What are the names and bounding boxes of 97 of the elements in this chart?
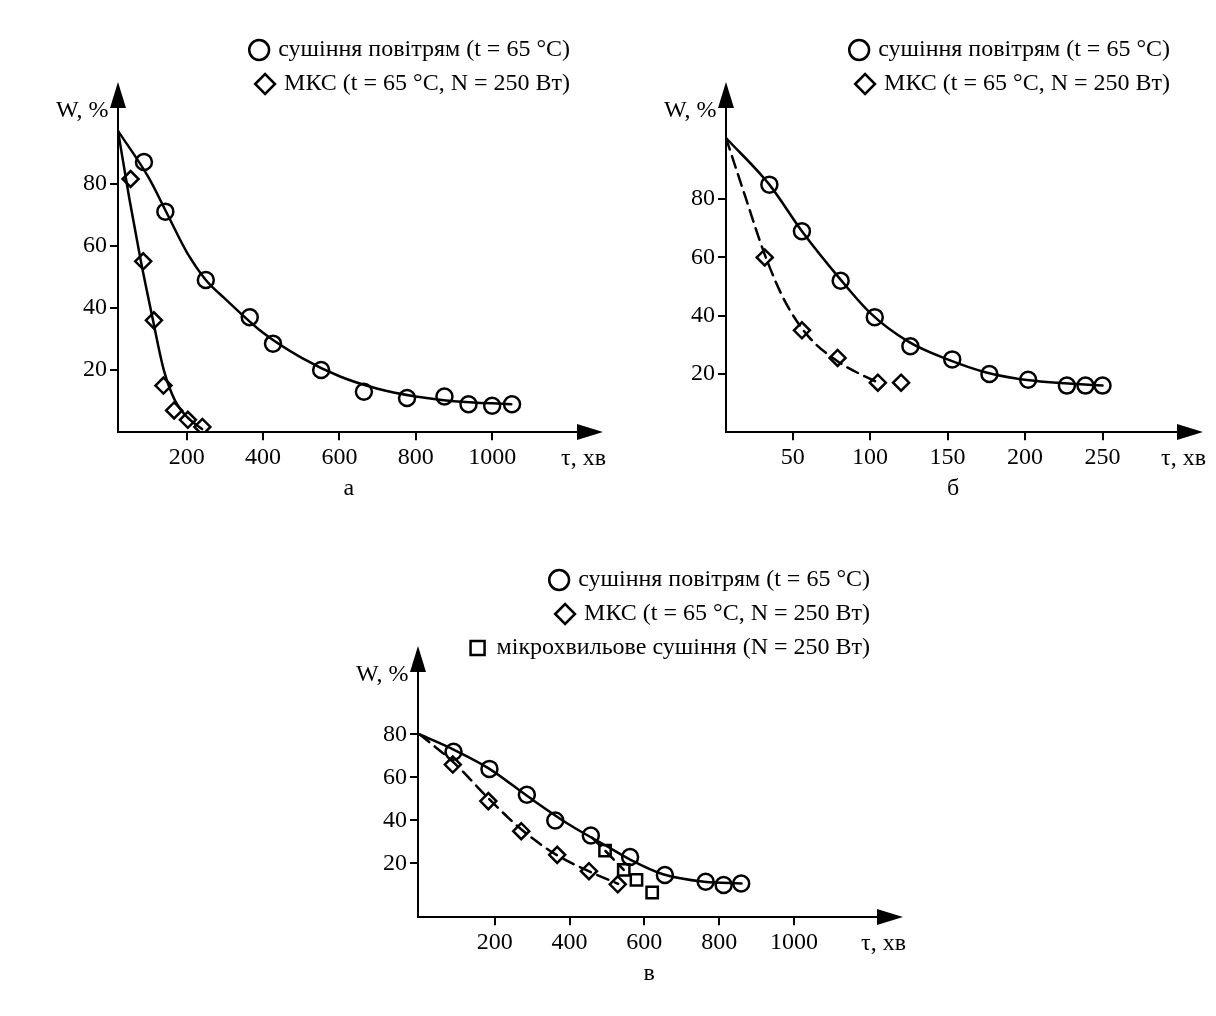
point: [629, 872, 644, 887]
point: [579, 861, 599, 881]
x-tick-label: 200: [1007, 442, 1044, 469]
legend-label: МКС (t = 65 °C, N = 250 Вт): [284, 69, 571, 96]
x-tick-label: 100: [852, 442, 889, 469]
y-axis-title: W, %: [664, 96, 717, 123]
point: [546, 811, 565, 830]
x-tick-label: 50: [780, 442, 805, 469]
x-tick-label: 400: [551, 927, 588, 954]
y-tick-label: 80: [383, 719, 407, 746]
legend-label: сушіння повітрям (t = 65 °C): [578, 565, 870, 592]
legend-label: МКС (t = 65 °C, N = 250 Вт): [584, 599, 871, 626]
y-tick-label: 20: [83, 355, 107, 382]
point: [178, 410, 198, 430]
point: [581, 826, 601, 845]
point: [865, 307, 884, 327]
y-axis-title: W, %: [356, 660, 409, 687]
point: [144, 311, 164, 330]
y-tick-label: 60: [83, 231, 107, 258]
point: [942, 350, 962, 369]
legend-label: сушіння повітрям (t = 65 °C): [878, 35, 1170, 62]
y-tick-label: 40: [691, 301, 715, 327]
y-tick-label: 40: [383, 805, 407, 832]
point: [714, 875, 733, 895]
y-tick-label: 40: [83, 293, 107, 320]
y-tick-label: 20: [383, 848, 407, 875]
x-tick-label: 200: [168, 442, 205, 469]
point: [828, 348, 847, 368]
point: [655, 865, 675, 885]
point: [397, 388, 417, 408]
point: [512, 821, 531, 841]
point: [517, 785, 537, 804]
point: [547, 845, 567, 865]
x-axis-title: τ, хв: [1161, 444, 1206, 472]
point: [480, 759, 499, 779]
y-tick-label: 80: [691, 184, 715, 211]
point: [1057, 376, 1077, 395]
point: [891, 373, 911, 392]
x-tick-label: 200: [476, 927, 513, 954]
x-tick-label: 400: [245, 442, 282, 469]
point: [868, 373, 888, 392]
point: [435, 387, 454, 406]
text: а: [343, 474, 355, 502]
point: [760, 175, 779, 194]
point: [193, 417, 212, 433]
y-tick-label: 20: [691, 359, 715, 386]
legend-label: мікрохвильове сушіння (N = 250 Вт): [496, 633, 870, 660]
point: [696, 872, 715, 891]
point: [792, 221, 812, 241]
x-axis-title: τ, хв: [861, 929, 906, 957]
point: [608, 875, 628, 894]
y-axis-title: W, %: [56, 96, 109, 123]
point: [443, 755, 463, 774]
point: [354, 382, 374, 402]
legend-label: сушіння повітрям (t = 65 °C): [278, 35, 570, 62]
point: [901, 337, 920, 356]
text: в: [643, 959, 655, 987]
point: [792, 321, 812, 340]
point: [980, 364, 999, 384]
x-tick-label: 600: [626, 927, 663, 954]
legend-label: МКС (t = 65 °C, N = 250 Вт): [884, 69, 1171, 96]
point: [196, 270, 216, 290]
point: [121, 169, 140, 189]
point: [755, 248, 774, 267]
y-tick-label: 60: [383, 762, 407, 789]
x-tick-label: 800: [397, 442, 434, 469]
x-tick-label: 150: [929, 442, 966, 469]
point: [831, 271, 850, 290]
x-tick-label: 250: [1084, 442, 1121, 469]
point: [240, 308, 259, 327]
point: [134, 152, 154, 172]
x-tick-label: 1000: [769, 927, 818, 954]
x-tick-label: 600: [321, 442, 358, 469]
point: [1076, 376, 1095, 395]
point: [479, 791, 498, 811]
x-axis-title: τ, хв: [561, 444, 606, 472]
point: [459, 394, 478, 414]
point: [645, 885, 660, 900]
point: [731, 874, 751, 893]
point: [154, 376, 173, 395]
x-tick-label: 800: [701, 927, 738, 954]
point: [263, 334, 283, 353]
point: [156, 202, 175, 221]
point: [620, 847, 640, 867]
point: [502, 394, 522, 414]
y-tick-label: 60: [691, 242, 715, 269]
point: [1093, 376, 1112, 395]
point: [616, 863, 631, 877]
text: б: [947, 474, 960, 502]
point: [133, 252, 153, 271]
point: [1018, 370, 1038, 390]
x-tick-label: 1000: [468, 442, 517, 469]
point: [311, 360, 331, 380]
point: [482, 396, 502, 416]
y-tick-label: 80: [83, 168, 107, 195]
point: [164, 401, 184, 420]
point: [444, 742, 463, 761]
